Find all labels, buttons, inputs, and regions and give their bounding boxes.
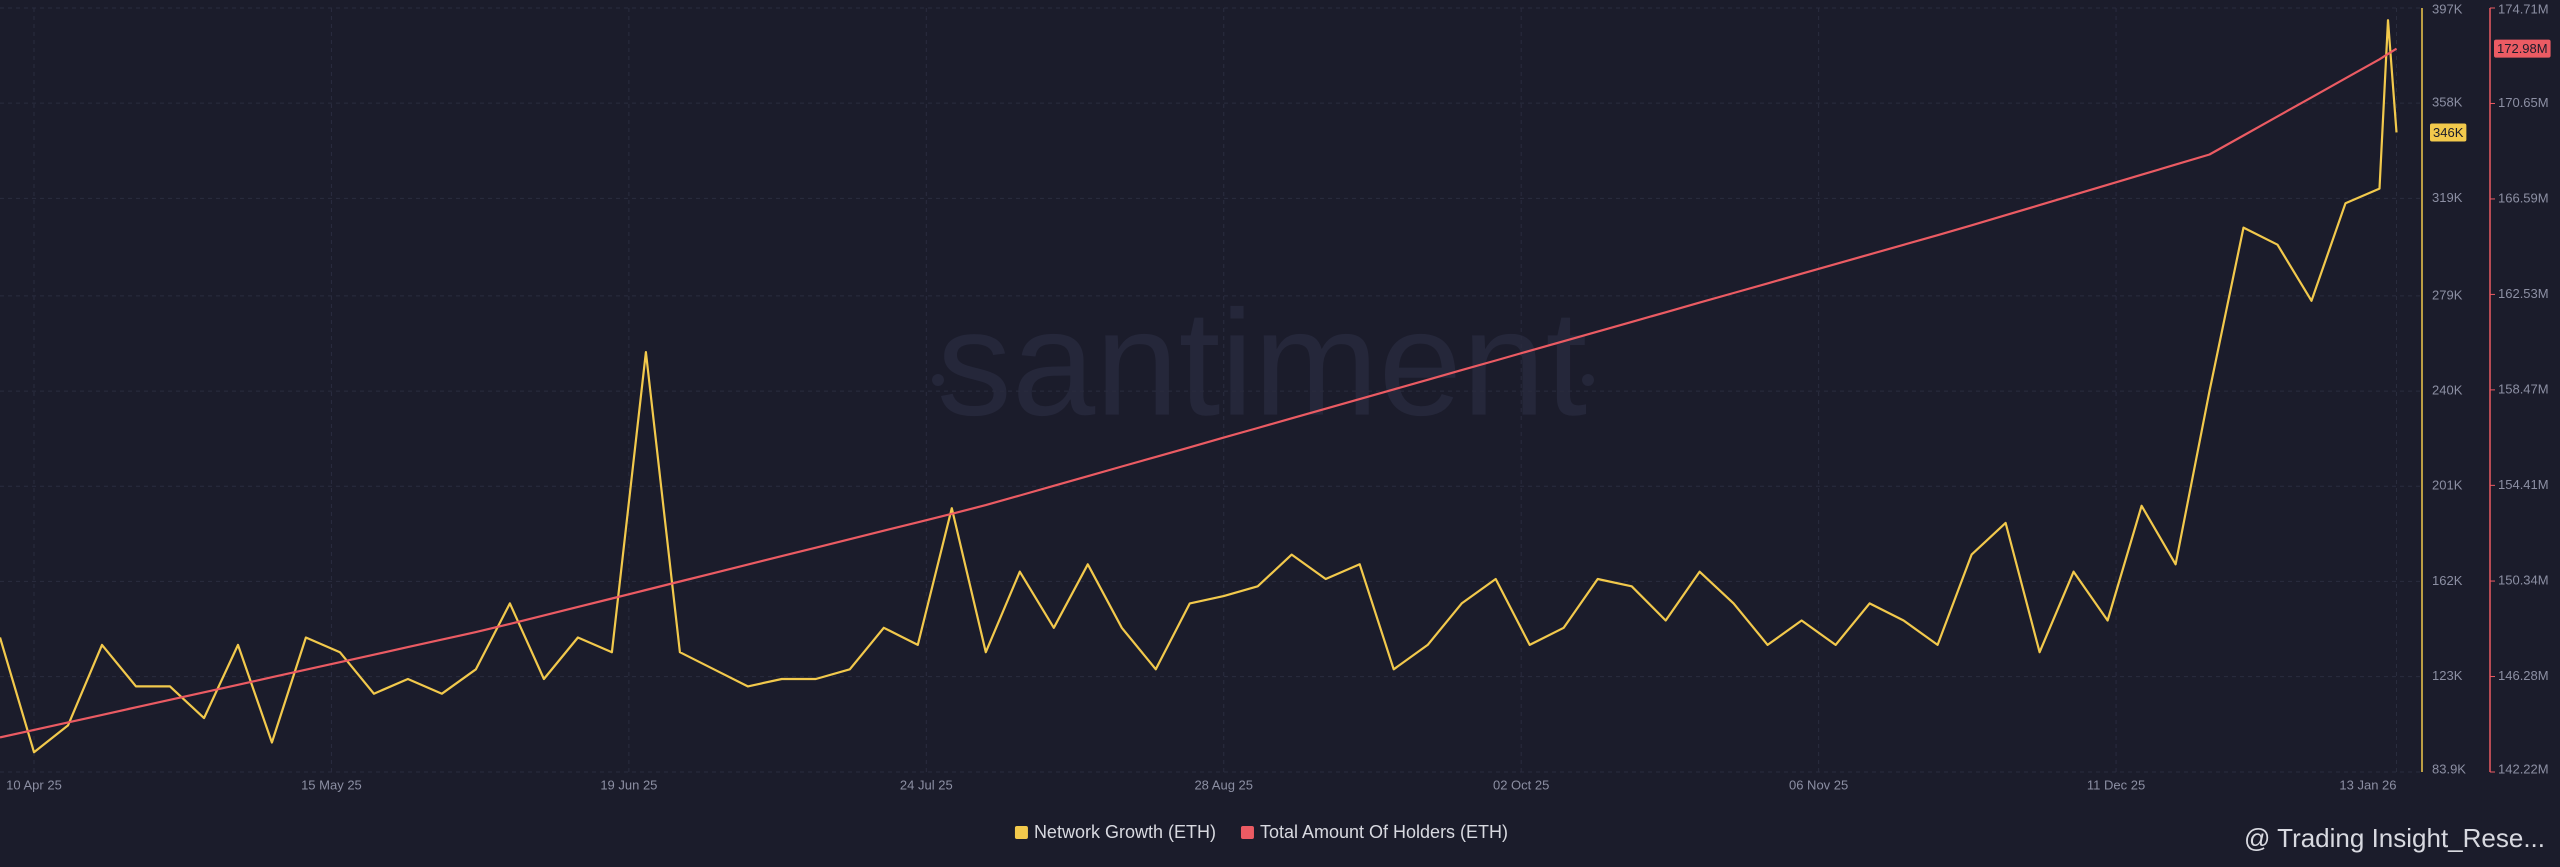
legend-label: Total Amount Of Holders (ETH): [1260, 822, 1508, 842]
current-value-tag: [2494, 39, 2551, 58]
x-tick-label: 13 Jan 26: [2339, 777, 2396, 792]
y-tick-label: 358K: [2432, 95, 2463, 110]
x-tick-label: 11 Dec 25: [2087, 777, 2145, 792]
x-tick-label: 24 Jul 25: [900, 777, 953, 792]
attribution: @ Trading Insight_Rese...: [2244, 823, 2545, 853]
y2-tick-label: 166.59M: [2498, 190, 2549, 205]
y-tick-label: 319K: [2432, 190, 2463, 205]
watermark-dot: [932, 374, 944, 386]
y2-tick-label: 158.47M: [2498, 381, 2549, 396]
y2-tick-label: 174.71M: [2498, 1, 2549, 16]
legend-swatch: [1014, 826, 1028, 839]
y-tick-label: 397K: [2432, 1, 2463, 16]
y2-tick-label: 150.34M: [2498, 572, 2549, 587]
y2-tick-label: 142.22M: [2498, 761, 2549, 776]
y2-tick-label: 154.41M: [2498, 477, 2549, 492]
y2-tick-label: 170.65M: [2498, 95, 2549, 110]
series-line: [0, 19, 2398, 754]
x-tick-label: 15 May 25: [301, 777, 362, 792]
y-tick-label: 162K: [2432, 573, 2463, 588]
y-tick-label: 279K: [2432, 287, 2463, 302]
legend-label: Network Growth (ETH): [1034, 822, 1216, 842]
x-tick-label: 10 Apr 25: [6, 777, 62, 792]
y-tick-label: 83.9K: [2432, 761, 2466, 776]
current-value-label: 172.98M: [2497, 41, 2548, 56]
x-tick-label: 02 Oct 25: [1493, 777, 1549, 792]
current-value-label: 346K: [2433, 125, 2464, 140]
x-tick-label: 19 Jun 25: [600, 777, 657, 792]
current-value-tag: [2430, 123, 2467, 142]
legend-swatch: [1240, 826, 1254, 839]
x-tick-label: 06 Nov 25: [1789, 777, 1848, 792]
x-tick-label: 28 Aug 25: [1194, 777, 1253, 792]
y2-tick-label: 162.53M: [2498, 286, 2549, 301]
watermark: santiment: [937, 279, 1587, 447]
y-tick-label: 123K: [2432, 668, 2463, 683]
y-tick-label: 201K: [2432, 478, 2463, 493]
y2-tick-label: 146.28M: [2498, 668, 2549, 683]
y-tick-label: 240K: [2432, 383, 2463, 398]
watermark-dot: [1582, 374, 1594, 386]
series-line: [0, 47, 2398, 739]
